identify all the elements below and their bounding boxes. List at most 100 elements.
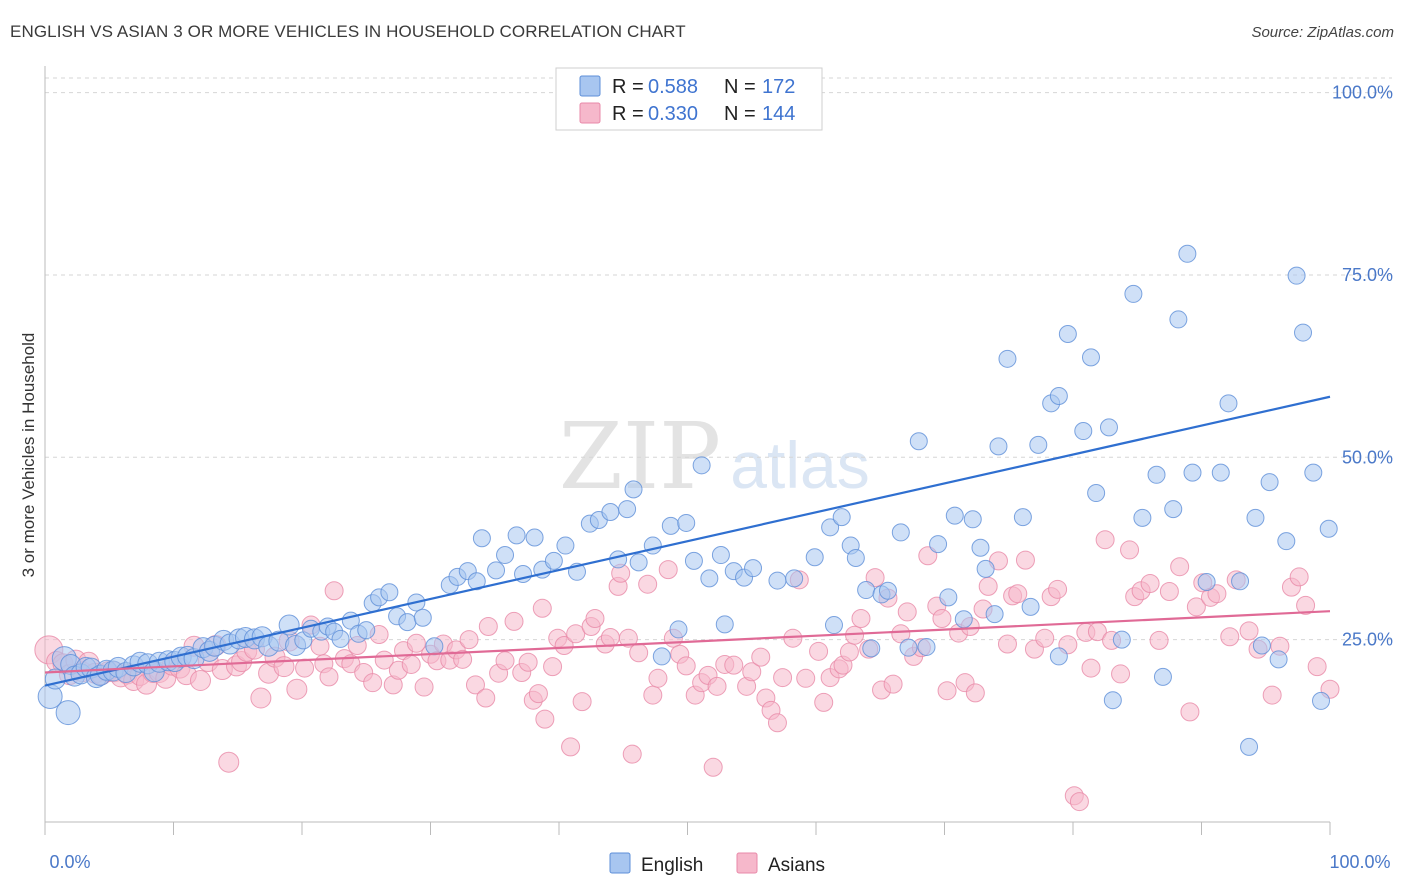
data-point-english (715, 615, 734, 634)
data-point-asians (189, 669, 211, 691)
data-point-english (1049, 647, 1068, 666)
data-point-english (1013, 508, 1032, 527)
data-point-english (1164, 500, 1183, 519)
data-point-asians (1220, 627, 1240, 647)
data-point-english (413, 608, 432, 627)
data-point-english (1074, 422, 1093, 441)
trend-line-asians (44, 610, 1331, 674)
data-point-english (1153, 667, 1172, 686)
data-point-english (1103, 691, 1122, 710)
data-point-asians (1296, 595, 1316, 615)
data-point-asians (1149, 630, 1169, 650)
y-tick-label: 100.0% (1332, 83, 1393, 103)
data-point-asians (1289, 567, 1309, 587)
data-point-english (652, 647, 671, 666)
data-point-asians (459, 630, 479, 650)
legend-r-value-asians: 0.330 (648, 103, 698, 125)
data-point-asians (1239, 621, 1259, 641)
data-point-english (601, 503, 620, 521)
data-point-english (380, 583, 399, 602)
data-point-english (544, 551, 563, 570)
data-point-english (1183, 463, 1202, 482)
bottom-legend-label-english: English (641, 855, 703, 876)
data-point-english (824, 616, 843, 635)
y-tick-label: 75.0% (1342, 265, 1393, 285)
data-point-asians (401, 654, 421, 674)
data-point-asians (724, 655, 744, 675)
data-point-english (998, 349, 1017, 368)
data-point-english (1178, 244, 1197, 263)
data-point-asians (286, 678, 308, 700)
data-point-asians (1095, 530, 1115, 550)
data-point-english (1231, 572, 1250, 591)
data-point-asians (796, 668, 816, 688)
data-point-asians (1111, 664, 1131, 684)
data-point-asians (618, 628, 638, 648)
data-point-english (1260, 473, 1279, 492)
data-point-english (805, 548, 824, 567)
data-point-english (609, 550, 628, 569)
data-point-asians (997, 634, 1017, 654)
data-point-english (939, 588, 958, 607)
x-tick-label-min: 0.0% (49, 852, 90, 872)
data-point-english (525, 528, 544, 547)
data-point-english (425, 637, 444, 656)
chart-title: ENGLISH VS ASIAN 3 OR MORE VEHICLES IN H… (10, 22, 686, 41)
data-point-english (821, 518, 840, 537)
data-point-asians (891, 624, 911, 644)
data-point-asians (1081, 658, 1101, 678)
data-point-english (929, 535, 948, 554)
data-point-english (556, 536, 575, 555)
y-tick-label: 25.0% (1342, 630, 1393, 650)
data-point-english (1099, 418, 1118, 437)
data-point-asians (572, 692, 592, 712)
data-point-asians (918, 546, 938, 566)
data-point-english (985, 605, 1004, 624)
data-point-english (1058, 325, 1077, 344)
data-point-asians (1262, 685, 1282, 705)
data-point-asians (1048, 579, 1068, 599)
data-point-asians (406, 633, 426, 653)
data-point-english (507, 526, 526, 545)
data-point-english (643, 536, 662, 555)
data-point-english (1087, 484, 1106, 503)
data-point-asians (676, 656, 696, 676)
data-point-english (357, 621, 376, 640)
data-point-english (398, 613, 417, 632)
data-point-english (1211, 463, 1230, 482)
bottom-legend-swatch-asians (736, 852, 758, 874)
data-point-english (862, 639, 881, 658)
data-point-english (744, 559, 763, 578)
data-point-asians (566, 624, 586, 644)
trend-line-english (44, 395, 1331, 687)
legend-r-value-english: 0.588 (648, 76, 698, 98)
legend-swatch-english (579, 75, 601, 97)
data-point-asians (707, 676, 727, 696)
data-point-asians (1159, 582, 1179, 602)
data-point-english (857, 581, 876, 600)
data-point-english (832, 508, 851, 527)
data-point-english (1277, 532, 1296, 551)
data-point-english (1219, 394, 1238, 413)
legend-r-label-asians: R = (612, 103, 644, 125)
data-point-english (1029, 435, 1048, 454)
data-point-english (971, 538, 990, 557)
data-point-asians (1180, 702, 1200, 722)
data-point-english (472, 529, 491, 548)
data-point-english (496, 546, 515, 565)
data-point-asians (629, 643, 649, 663)
data-point-english (624, 480, 643, 499)
data-point-asians (751, 647, 771, 667)
data-point-asians (937, 681, 957, 701)
data-point-english (1133, 508, 1152, 527)
data-point-asians (1207, 584, 1227, 604)
data-point-asians (414, 677, 434, 697)
data-point-asians (1069, 792, 1089, 812)
data-point-asians (1140, 573, 1160, 593)
data-point-asians (543, 657, 563, 677)
data-point-asians (638, 574, 658, 594)
legend-n-label-english: N = (724, 76, 756, 98)
data-point-english (976, 559, 995, 578)
data-point-english (1169, 310, 1188, 329)
